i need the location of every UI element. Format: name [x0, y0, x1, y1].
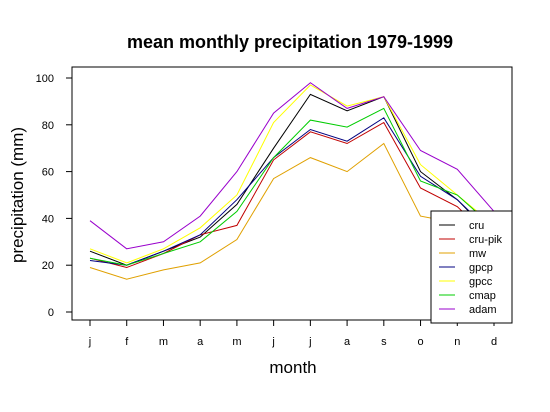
x-tick-label: j: [308, 336, 311, 348]
x-tick-label: a: [197, 336, 204, 348]
x-tick-label: o: [417, 336, 423, 348]
x-tick-label: j: [271, 336, 274, 348]
x-tick-label: n: [454, 336, 460, 348]
plot-area: 0 20 40 60 80 100 j f m a m j j a s o n d: [36, 66, 513, 348]
y-tick-label: 0: [48, 307, 54, 319]
x-axis-label: month: [269, 358, 316, 377]
legend: cru cru-pik mw gpcp gpcc cmap adam: [430, 210, 513, 324]
y-tick-label: 100: [36, 73, 54, 85]
x-tick-label: j: [88, 336, 91, 348]
legend-label-mw: mw: [469, 248, 486, 260]
legend-label-cmap: cmap: [469, 290, 496, 302]
chart-title: mean monthly precipitation 1979-1999: [127, 32, 453, 52]
y-tick-label: 20: [42, 260, 54, 272]
x-tick-label: s: [381, 336, 387, 348]
y-tick-label: 60: [42, 167, 54, 179]
legend-label-cru-pik: cru-pik: [469, 234, 503, 246]
legend-label-cru: cru: [469, 220, 484, 232]
y-tick-label: 80: [42, 120, 54, 132]
x-tick-label: f: [125, 336, 129, 348]
x-tick-label: a: [344, 336, 351, 348]
series-line-mw: [89, 142, 495, 280]
x-tick-label: d: [491, 336, 497, 348]
plot-frame: [71, 66, 513, 321]
series-line-gpcc: [89, 84, 495, 264]
series-line-gpcp: [89, 117, 495, 266]
x-tick-label: m: [232, 336, 241, 348]
y-axis-label: precipitation (mm): [8, 127, 27, 263]
legend-label-gpcc: gpcc: [469, 276, 493, 288]
series-line-adam: [89, 82, 495, 250]
legend-label-adam: adam: [469, 304, 497, 316]
legend-label-gpcp: gpcp: [469, 262, 493, 274]
series-line-cmap: [89, 107, 495, 266]
y-tick-label: 40: [42, 213, 54, 225]
x-tick-label: m: [159, 336, 168, 348]
